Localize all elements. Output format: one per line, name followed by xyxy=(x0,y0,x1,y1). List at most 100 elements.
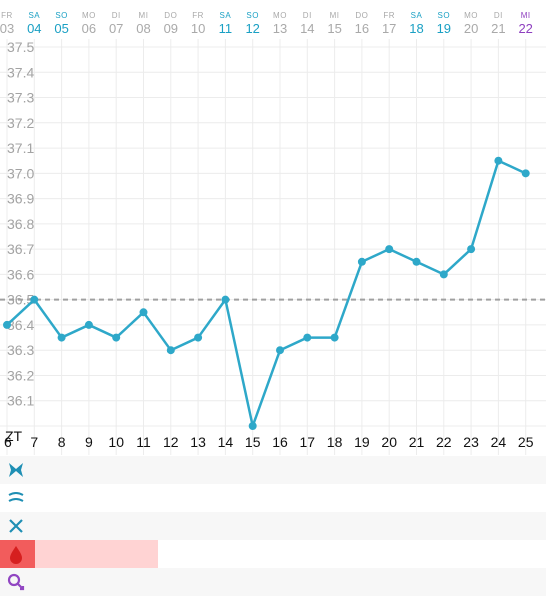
sex-icon xyxy=(6,572,26,592)
day-of-week: FR xyxy=(1,11,13,20)
day-of-week: SO xyxy=(437,11,451,20)
day-header[interactable]: MO 13 xyxy=(267,11,293,36)
y-tick-label: 36.6 xyxy=(7,266,34,282)
temperature-point[interactable] xyxy=(467,245,476,254)
cycle-day: 17 xyxy=(300,434,316,450)
day-header[interactable]: SA 11 xyxy=(212,11,238,36)
day-header[interactable]: SO 19 xyxy=(431,11,457,36)
cervical-mucus-eggwhite-icon xyxy=(6,516,26,536)
day-header[interactable]: MI 15 xyxy=(322,12,348,36)
day-header[interactable]: DI 21 xyxy=(485,12,511,36)
temperature-point[interactable] xyxy=(439,270,448,279)
day-of-week: FR xyxy=(192,11,204,20)
temperature-point[interactable] xyxy=(521,169,530,178)
day-date: 15 xyxy=(327,21,342,36)
y-tick-label: 37.0 xyxy=(7,165,34,181)
y-tick-label: 36.3 xyxy=(7,342,34,358)
temperature-point[interactable] xyxy=(494,156,503,165)
temperature-point[interactable] xyxy=(57,333,66,342)
day-header[interactable]: DO 09 xyxy=(158,11,184,36)
symptom-row[interactable] xyxy=(0,484,546,512)
temperature-chart[interactable]: 36.136.236.336.436.536.636.736.836.937.0… xyxy=(0,0,546,455)
temperature-point[interactable] xyxy=(139,308,148,317)
temperature-point[interactable] xyxy=(357,257,366,266)
day-header[interactable]: DO 16 xyxy=(349,11,375,36)
day-of-week: DO xyxy=(355,11,369,20)
day-date: 03 xyxy=(0,21,15,36)
day-header[interactable]: MO 06 xyxy=(76,12,102,36)
day-header[interactable]: DI 07 xyxy=(103,12,129,36)
day-header[interactable]: MI 08 xyxy=(131,11,157,36)
cycle-day: 20 xyxy=(381,434,397,450)
day-date: 14 xyxy=(300,21,315,36)
temperature-point[interactable] xyxy=(385,245,394,254)
day-header[interactable]: DI 14 xyxy=(294,12,320,36)
cycle-day: 6 xyxy=(4,434,12,450)
cycle-day: 12 xyxy=(163,434,179,450)
day-of-week: MI xyxy=(520,11,531,20)
day-header[interactable]: FR 10 xyxy=(185,11,211,36)
temperature-point[interactable] xyxy=(330,333,339,342)
y-tick-label: 36.2 xyxy=(7,367,34,383)
day-date: 06 xyxy=(81,21,97,36)
day-header[interactable]: SO 12 xyxy=(240,12,266,36)
temperature-point[interactable] xyxy=(30,295,39,304)
temperature-point[interactable] xyxy=(276,346,284,355)
cycle-day: 10 xyxy=(108,434,124,450)
day-of-week: SA xyxy=(219,11,232,20)
day-header[interactable]: FR 17 xyxy=(376,11,402,36)
temperature-point[interactable] xyxy=(166,346,175,355)
temperature-line xyxy=(6,159,527,428)
cycle-day: 13 xyxy=(190,434,206,450)
day-date: 16 xyxy=(354,21,370,36)
y-tick-label: 36.9 xyxy=(7,191,34,207)
temperature-point[interactable] xyxy=(412,257,421,266)
cycle-day: 14 xyxy=(218,434,234,450)
cycle-day: 15 xyxy=(245,434,261,450)
y-tick-label: 37.2 xyxy=(7,115,34,131)
temperature-point[interactable] xyxy=(248,422,257,430)
y-tick-label: 37.5 xyxy=(7,39,34,55)
temperature-point[interactable] xyxy=(194,333,203,342)
y-tick-label: 36.4 xyxy=(7,317,34,333)
y-tick-label: 37.3 xyxy=(7,90,34,106)
temperature-point[interactable] xyxy=(112,333,121,342)
y-tick-label: 37.1 xyxy=(7,140,34,156)
temperature-point[interactable] xyxy=(84,320,93,329)
temperature-point[interactable] xyxy=(3,320,11,329)
symptom-row[interactable] xyxy=(0,512,546,540)
symptom-row[interactable] xyxy=(0,456,546,484)
day-date: 20 xyxy=(463,21,479,36)
day-header[interactable]: SA 04 xyxy=(21,12,47,36)
temperature-point[interactable] xyxy=(303,333,312,342)
day-of-week: SA xyxy=(410,11,423,20)
day-date: 19 xyxy=(436,21,452,36)
cycle-day: 9 xyxy=(85,434,93,450)
date-header: FR 03 SA 04 SO 05 MO 06 DI 07 MI 08 DO 09 FR 10 SA 11 SO 12… xyxy=(0,0,546,44)
day-header[interactable]: MO 20 xyxy=(458,11,484,36)
cycle-day: 8 xyxy=(58,434,66,450)
y-tick-label: 36.7 xyxy=(7,241,34,257)
day-header[interactable]: SA 18 xyxy=(404,11,430,36)
day-header[interactable]: MI 22 xyxy=(513,11,539,36)
day-of-week: FR xyxy=(383,11,396,20)
symptom-rows xyxy=(0,455,546,600)
day-header[interactable]: FR 03 xyxy=(0,11,20,36)
period-drop-icon xyxy=(6,544,26,564)
day-date: 13 xyxy=(272,21,288,36)
cycle-day: 21 xyxy=(409,434,425,450)
day-date: 05 xyxy=(54,21,69,36)
temperature-point[interactable] xyxy=(221,295,230,304)
day-of-week: MO xyxy=(464,11,479,20)
y-tick-label: 36.1 xyxy=(7,393,34,409)
symptom-row[interactable] xyxy=(0,568,546,596)
grid xyxy=(0,39,546,455)
cycle-day-label: ZT xyxy=(5,428,23,444)
day-of-week: MI xyxy=(138,11,149,20)
symptom-row[interactable] xyxy=(0,540,546,568)
day-of-week: DO xyxy=(164,11,178,20)
cycle-day: 11 xyxy=(136,434,151,450)
day-date: 22 xyxy=(518,21,533,36)
day-header[interactable]: SO 05 xyxy=(49,12,75,36)
day-of-week: MO xyxy=(273,11,287,20)
